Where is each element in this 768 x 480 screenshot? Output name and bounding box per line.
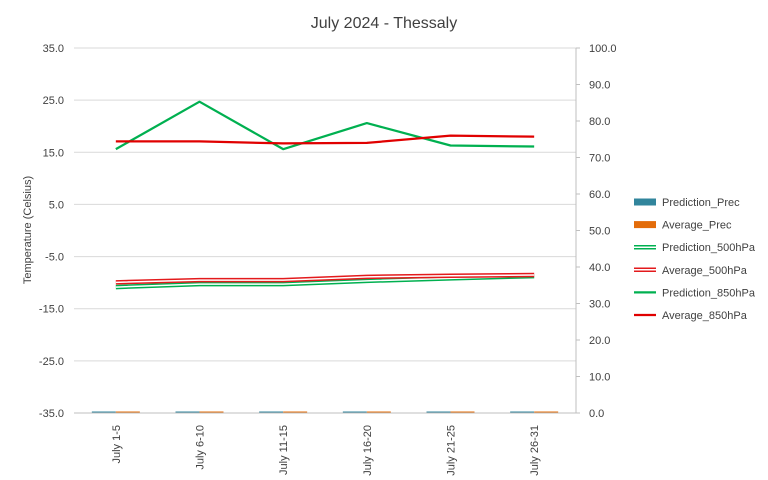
series-line-inner-average-500hpa	[115, 274, 535, 284]
series-line-inner-prediction-500hpa	[115, 275, 535, 288]
y2-tick-label: 100.0	[589, 43, 617, 55]
y-tick-label: 25.0	[43, 95, 64, 107]
y2-tick-label: 50.0	[589, 226, 610, 238]
y-axis-label: Temperature (Celsius)	[22, 176, 34, 284]
legend-label-prediction-500hpa: Prediction_500hPa	[662, 242, 756, 254]
gridlines	[74, 47, 576, 362]
y2-tick-label: 70.0	[589, 153, 610, 165]
y2-tick-label: 10.0	[589, 372, 610, 384]
y-tick-label: 15.0	[43, 147, 64, 159]
legend-swatch-prediction-prec	[634, 198, 656, 206]
bar-prediction-prec	[342, 411, 367, 413]
y-tick-label: 5.0	[49, 199, 64, 211]
series-lines	[115, 100, 535, 290]
y-tick-label: -15.0	[39, 304, 64, 316]
x-tick-label: July 11-15	[278, 425, 290, 475]
chart-title: July 2024 - Thessaly	[311, 15, 457, 32]
x-tick-label: July 6-10	[195, 425, 207, 470]
legend-label-average-500hpa: Average_500hPa	[662, 265, 748, 277]
bar-prediction-prec	[259, 411, 284, 413]
y2-tick-label: 40.0	[589, 262, 610, 274]
y-tick-label: -35.0	[39, 408, 64, 420]
legend-label-average-prec: Average_Prec	[662, 220, 732, 232]
y-tick-label: -5.0	[45, 252, 64, 264]
legend-swatch-average-prec	[634, 221, 656, 229]
series-line-average-850hpa	[115, 134, 535, 145]
bar-prediction-prec	[91, 411, 116, 413]
y2-tick-label: 90.0	[589, 80, 610, 92]
bar-average-prec	[450, 411, 475, 413]
y2-tick-label: 80.0	[589, 116, 610, 128]
legend: Prediction_Prec Average_Prec Prediction_50…	[634, 197, 756, 322]
bar-average-prec	[283, 411, 308, 413]
bar-average-prec	[366, 411, 391, 413]
bar-average-prec	[199, 411, 224, 413]
tick-labels: 35.0 25.0 15.0 5.0 -5.0 -15.0 -25.0 -35.0 100.0 9…	[39, 43, 617, 476]
axes	[74, 47, 580, 414]
y-tick-label: -25.0	[39, 356, 64, 368]
y2-tick-label: 30.0	[589, 299, 610, 311]
legend-label-average-850hpa: Average_850hPa	[662, 310, 748, 322]
series-line-prediction-850hpa	[115, 100, 535, 151]
legend-label-prediction-prec: Prediction_Prec	[662, 197, 740, 209]
bar-prediction-prec	[510, 411, 535, 413]
bars	[91, 411, 559, 413]
y-tick-label: 35.0	[43, 43, 64, 55]
x-tick-label: July 26-31	[529, 425, 541, 476]
x-tick-label: July 21-25	[446, 425, 458, 476]
y2-tick-label: 0.0	[589, 408, 604, 420]
y2-tick-label: 20.0	[589, 335, 610, 347]
bar-average-prec	[534, 411, 559, 413]
bar-average-prec	[115, 411, 140, 413]
legend-label-prediction-850hpa: Prediction_850hPa	[662, 287, 756, 299]
x-tick-label: July 1-5	[111, 425, 123, 464]
bar-prediction-prec	[426, 411, 451, 413]
bar-prediction-prec	[175, 411, 200, 413]
y2-tick-label: 60.0	[589, 189, 610, 201]
x-tick-label: July 16-20	[362, 425, 374, 476]
